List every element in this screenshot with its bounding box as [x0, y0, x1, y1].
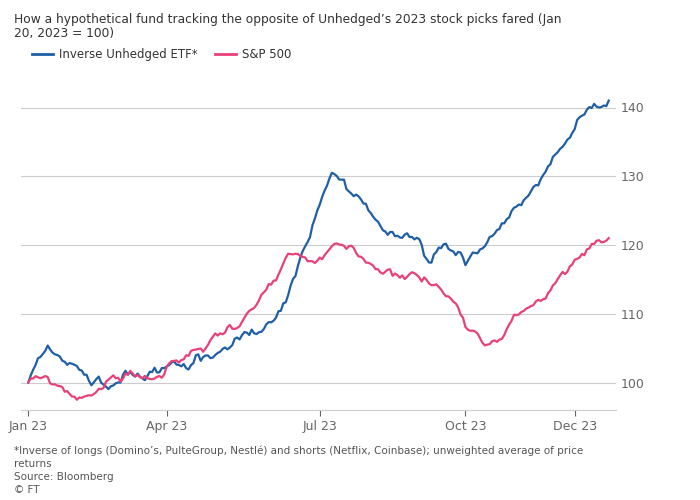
Text: returns: returns — [14, 459, 52, 469]
Text: Source: Bloomberg: Source: Bloomberg — [14, 472, 113, 482]
Text: © FT: © FT — [14, 485, 39, 495]
Text: *Inverse of longs (Domino’s, PulteGroup, Nestlé) and shorts (Netflix, Coinbase);: *Inverse of longs (Domino’s, PulteGroup,… — [14, 446, 583, 456]
Text: 20, 2023 = 100): 20, 2023 = 100) — [14, 28, 114, 40]
Legend: Inverse Unhedged ETF*, S&P 500: Inverse Unhedged ETF*, S&P 500 — [27, 43, 296, 66]
Text: How a hypothetical fund tracking the opposite of Unhedged’s 2023 stock picks far: How a hypothetical fund tracking the opp… — [14, 12, 561, 26]
